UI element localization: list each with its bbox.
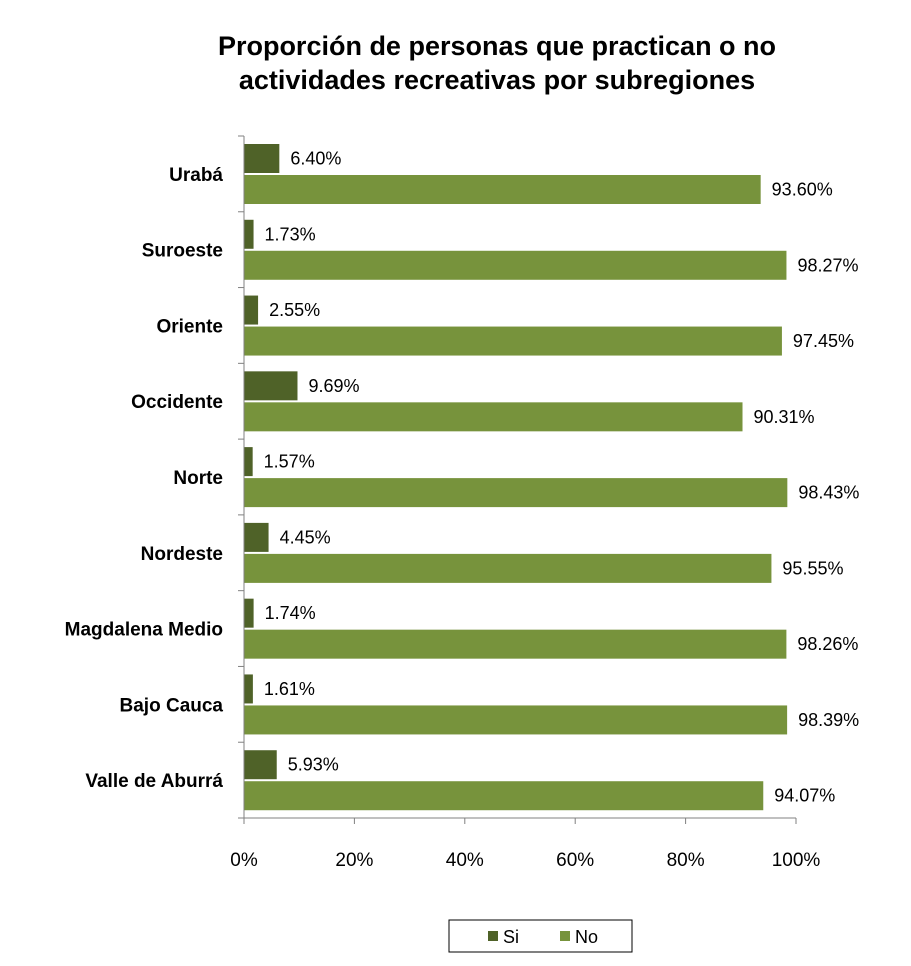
- data-label-si-valle-de-aburra: 5.93%: [288, 755, 339, 775]
- data-label-no-nordeste: 95.55%: [782, 558, 843, 578]
- category-label-oriente: Oriente: [156, 316, 223, 337]
- legend-label-si: Si: [503, 927, 519, 947]
- data-label-no-suroeste: 98.27%: [797, 255, 858, 275]
- bar-no-oriente: [244, 326, 782, 356]
- legend-swatch-no: [560, 931, 570, 941]
- legend: Si No: [448, 919, 633, 953]
- category-label-nordeste: Nordeste: [141, 544, 223, 565]
- bar-no-uraba: [244, 175, 761, 204]
- legend-swatch-si: [488, 931, 498, 941]
- data-label-no-oriente: 97.45%: [793, 331, 854, 351]
- category-label-valle-de-aburra: Valle de Aburrá: [85, 771, 223, 792]
- x-tick-label-0: 0%: [230, 850, 258, 871]
- data-label-no-bajo-cauca: 98.39%: [798, 710, 859, 730]
- data-label-si-nordeste: 4.45%: [280, 527, 331, 547]
- data-label-no-norte: 98.43%: [798, 483, 859, 503]
- x-axis: 0% 20% 40% 60% 80% 100%: [230, 817, 821, 871]
- y-axis: Urabá Suroeste Oriente Occidente Norte Nordes…: [65, 135, 245, 819]
- data-label-si-uraba: 6.40%: [290, 149, 341, 169]
- bar-si-oriente: [244, 295, 259, 325]
- bar-no-norte: [244, 478, 788, 508]
- x-tick-label-60: 60%: [556, 850, 594, 871]
- data-label-si-oriente: 2.55%: [269, 300, 320, 320]
- bar-si-occidente: [244, 371, 298, 401]
- legend-box: [448, 919, 633, 953]
- bar-si-valle-de-aburra: [244, 750, 277, 780]
- bar-si-uraba: [244, 144, 280, 173]
- bar-no-suroeste: [244, 250, 787, 280]
- data-label-no-uraba: 93.60%: [772, 180, 833, 200]
- category-label-norte: Norte: [173, 468, 223, 489]
- category-label-magdalena-medio: Magdalena Medio: [65, 620, 223, 641]
- category-label-occidente: Occidente: [131, 392, 223, 413]
- x-tick-label-100: 100%: [772, 850, 821, 871]
- data-label-no-valle-de-aburra: 94.07%: [774, 786, 835, 806]
- data-label-si-occidente: 9.69%: [308, 376, 359, 396]
- data-label-si-norte: 1.57%: [264, 452, 315, 472]
- bar-si-suroeste: [244, 219, 254, 249]
- chart-title-line-2: actividades recreativas por subregiones: [239, 65, 755, 95]
- category-label-bajo-cauca: Bajo Cauca: [120, 695, 224, 716]
- legend-label-no: No: [575, 927, 598, 947]
- bar-si-norte: [244, 447, 253, 477]
- data-label-si-magdalena-medio: 1.74%: [265, 603, 316, 623]
- category-label-uraba: Urabá: [169, 165, 223, 186]
- data-label-si-suroeste: 1.73%: [265, 224, 316, 244]
- x-tick-label-20: 20%: [335, 850, 373, 871]
- x-tick-label-80: 80%: [667, 850, 705, 871]
- category-label-suroeste: Suroeste: [142, 241, 223, 262]
- data-label-no-magdalena-medio: 98.26%: [797, 634, 858, 654]
- bar-no-valle-de-aburra: [244, 781, 764, 811]
- bar-no-magdalena-medio: [244, 629, 787, 659]
- bar-no-bajo-cauca: [244, 705, 788, 735]
- data-label-si-bajo-cauca: 1.61%: [264, 679, 315, 699]
- chart-title: Proporción de personas que practican o n…: [218, 31, 776, 95]
- plot-area: 6.40% 93.60% 1.73% 98.27% 2.55% 97.45% 9.69% 90…: [244, 144, 859, 811]
- data-label-no-occidente: 90.31%: [754, 407, 815, 427]
- bar-si-nordeste: [244, 522, 269, 552]
- chart-title-line-1: Proporción de personas que practican o n…: [218, 31, 776, 61]
- x-tick-label-40: 40%: [446, 850, 484, 871]
- bar-no-nordeste: [244, 553, 772, 583]
- bar-si-bajo-cauca: [244, 674, 253, 704]
- bar-si-magdalena-medio: [244, 598, 254, 628]
- bar-no-occidente: [244, 402, 743, 432]
